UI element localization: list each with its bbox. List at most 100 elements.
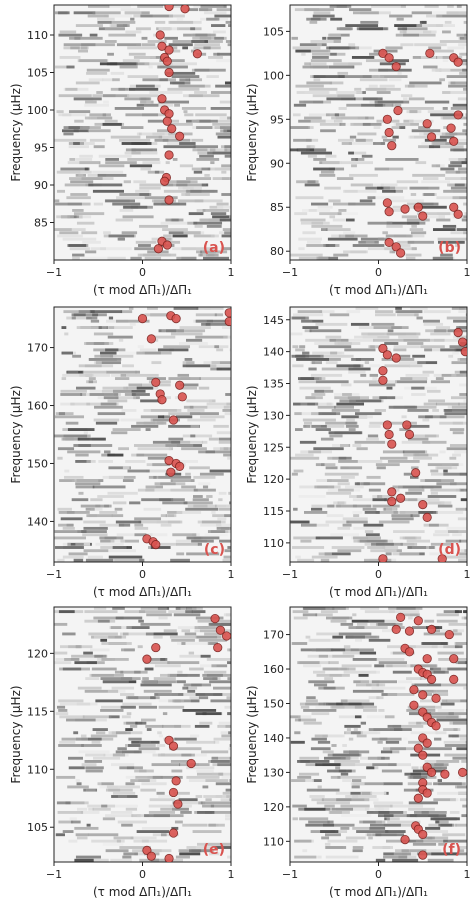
heatmap-cell xyxy=(449,444,467,447)
heatmap-cell xyxy=(218,498,223,502)
heatmap-cell xyxy=(380,183,398,187)
heatmap-cell xyxy=(120,126,144,129)
data-point xyxy=(151,377,161,387)
heatmap-cell xyxy=(382,507,393,511)
y-tick-label: 125 xyxy=(263,441,284,454)
heatmap-cell xyxy=(66,523,74,527)
heatmap-cell xyxy=(406,539,431,543)
heatmap-cell xyxy=(413,456,432,460)
heatmap-cell xyxy=(171,769,183,773)
heatmap-cell xyxy=(322,667,356,671)
heatmap-cell xyxy=(200,654,211,658)
heatmap-cell xyxy=(201,167,211,171)
heatmap-cell xyxy=(300,221,330,225)
heatmap-cell xyxy=(459,552,467,556)
heatmap-cell xyxy=(66,65,75,69)
heatmap-cell xyxy=(367,546,386,549)
heatmap-cell xyxy=(143,253,177,257)
heatmap-cell xyxy=(365,59,394,63)
heatmap-cell xyxy=(140,14,174,18)
data-point xyxy=(387,439,397,449)
heatmap-cell xyxy=(306,17,327,21)
heatmap-cell xyxy=(311,221,324,225)
data-point xyxy=(418,500,428,510)
data-point xyxy=(413,202,423,212)
heatmap-cell xyxy=(460,498,467,502)
heatmap-cell xyxy=(136,43,142,47)
heatmap-cell xyxy=(428,523,439,527)
heatmap-cell xyxy=(304,607,333,610)
heatmap-cell xyxy=(166,396,171,400)
heatmap-cell xyxy=(188,651,195,655)
heatmap-cell xyxy=(62,667,82,671)
heatmap-cell xyxy=(290,126,310,129)
heatmap-cell xyxy=(145,485,156,489)
heatmap-cell xyxy=(147,456,172,460)
heatmap-cell xyxy=(389,59,410,63)
heatmap-cell xyxy=(348,370,366,374)
heatmap-cell xyxy=(410,193,417,196)
heatmap-cell xyxy=(300,450,332,454)
heatmap-cell xyxy=(225,788,231,792)
heatmap-cell xyxy=(358,27,384,31)
heatmap-cell xyxy=(436,511,464,514)
data-point xyxy=(411,468,421,478)
heatmap-cell xyxy=(436,718,467,722)
heatmap-cell xyxy=(378,622,396,626)
heatmap-cell xyxy=(304,8,335,12)
heatmap-cell xyxy=(416,316,423,320)
heatmap-cell xyxy=(433,667,461,671)
heatmap-cell xyxy=(58,113,72,117)
heatmap-cell xyxy=(301,319,324,323)
heatmap-cell xyxy=(159,59,185,63)
heatmap-cell xyxy=(105,804,138,808)
heatmap-cell xyxy=(107,491,138,495)
heatmap-cell xyxy=(58,523,74,527)
heatmap-cell xyxy=(325,228,351,231)
heatmap-cell xyxy=(446,316,467,320)
heatmap-cell xyxy=(62,830,74,833)
heatmap-cell xyxy=(438,820,449,824)
heatmap-cell xyxy=(375,167,404,171)
heatmap-cell xyxy=(170,760,189,763)
heatmap-cell xyxy=(350,322,370,326)
data-point xyxy=(224,316,231,327)
heatmap-cell xyxy=(401,849,427,853)
heatmap-cell xyxy=(414,683,442,687)
heatmap-cell xyxy=(380,456,408,460)
heatmap-cell xyxy=(328,33,341,37)
heatmap-cell xyxy=(299,817,329,821)
heatmap-cell xyxy=(219,539,231,543)
y-tick-label: 140 xyxy=(263,346,284,359)
heatmap-cell xyxy=(441,463,453,467)
heatmap-cell xyxy=(63,87,89,91)
panel-label: (b) xyxy=(438,240,461,256)
heatmap-cell xyxy=(75,24,103,27)
heatmap-cell xyxy=(225,40,231,43)
data-point xyxy=(164,853,174,862)
heatmap-cell xyxy=(434,530,459,533)
heatmap-cell xyxy=(69,177,103,180)
heatmap-cell xyxy=(401,215,418,219)
heatmap-cell xyxy=(227,677,231,680)
heatmap-cell xyxy=(139,558,145,562)
heatmap-cell xyxy=(194,724,210,728)
heatmap-cell xyxy=(88,116,113,120)
data-point xyxy=(164,45,174,55)
heatmap-cell xyxy=(139,769,147,773)
data-point xyxy=(168,415,179,425)
heatmap-cell xyxy=(324,833,341,837)
heatmap-cell xyxy=(157,348,189,352)
heatmap-cell xyxy=(120,670,148,674)
heatmap-cell xyxy=(185,610,193,614)
heatmap-cell xyxy=(435,731,447,735)
heatmap-cell xyxy=(338,107,346,110)
heatmap-cell xyxy=(85,788,96,792)
heatmap-cell xyxy=(370,183,384,187)
heatmap-cell xyxy=(185,507,219,511)
heatmap-cell xyxy=(210,234,219,238)
heatmap-cell xyxy=(57,705,66,709)
heatmap-cell xyxy=(372,763,397,767)
heatmap-cell xyxy=(143,409,177,412)
heatmap-cell xyxy=(430,332,451,336)
